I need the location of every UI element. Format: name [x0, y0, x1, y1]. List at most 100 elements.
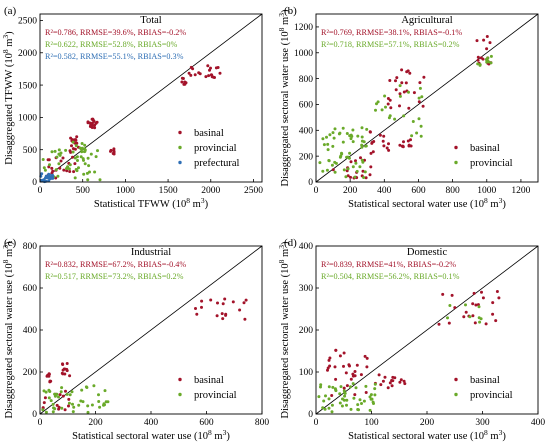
- basinal-point: [398, 380, 402, 384]
- provincial-point: [47, 396, 51, 400]
- provincial-point: [415, 131, 419, 135]
- provincial-point: [342, 168, 346, 172]
- provincial-point: [82, 150, 86, 154]
- basinal-point: [391, 375, 395, 379]
- basinal-point: [67, 404, 70, 408]
- legend-label-prefectural: prefectural: [194, 158, 240, 169]
- basinal-point: [370, 141, 374, 145]
- basinal-point: [187, 71, 191, 75]
- provincial-point: [103, 403, 106, 407]
- basinal-point: [65, 367, 69, 371]
- provincial-point: [76, 159, 79, 162]
- basinal-point: [407, 143, 411, 147]
- provincial-point: [357, 408, 360, 412]
- provincial-point: [57, 148, 61, 152]
- provincial-point: [348, 151, 352, 155]
- basinal-point: [109, 148, 113, 152]
- basinal-point: [218, 71, 222, 75]
- provincial-point: [351, 382, 355, 386]
- basinal-point: [398, 104, 401, 108]
- provincial-point: [67, 401, 71, 405]
- provincial-point: [338, 155, 342, 159]
- prefectural-point: [40, 172, 44, 176]
- legend-label-basinal: basinal: [470, 375, 500, 386]
- provincial-point: [75, 169, 79, 173]
- legend-marker-provincial: [454, 392, 458, 397]
- provincial-point: [446, 316, 449, 320]
- provincial-point: [70, 390, 74, 394]
- scatter-points: [318, 35, 493, 180]
- basinal-point: [216, 301, 219, 305]
- panel-title: Domestic: [407, 247, 448, 258]
- x-tick-label: 1000: [477, 186, 496, 196]
- provincial-point: [338, 401, 342, 405]
- one-to-one-line: [315, 13, 539, 183]
- stats-annotation-provincial: R²=0.504, RRMSE=56.2%, RBIAS=0.1%: [321, 272, 460, 281]
- legend-marker-basinal: [178, 130, 182, 135]
- basinal-point: [326, 368, 329, 372]
- x-axis-label: Statistical sectoral water use (108 m3): [348, 196, 506, 210]
- provincial-point: [324, 394, 327, 398]
- provincial-point: [398, 84, 402, 88]
- stats-annotation-basinal: R²=0.839, RRMSE=41%, RBIAS=-0.2%: [321, 260, 456, 269]
- x-tick-label: 400: [144, 418, 159, 428]
- panel-label: (a): [4, 5, 17, 17]
- x-tick-label: 0: [38, 418, 43, 428]
- basinal-point: [334, 377, 338, 381]
- provincial-point: [55, 155, 59, 159]
- basinal-point: [43, 396, 47, 400]
- provincial-point: [334, 389, 338, 393]
- provincial-point: [77, 403, 81, 407]
- provincial-point: [489, 61, 493, 65]
- provincial-point: [368, 395, 372, 399]
- basinal-point: [67, 397, 71, 401]
- basinal-point: [189, 73, 193, 77]
- legend-label-basinal: basinal: [194, 128, 224, 139]
- basinal-point: [359, 156, 362, 160]
- basinal-point: [395, 76, 399, 80]
- scatter-points: [41, 297, 248, 414]
- provincial-point: [53, 149, 57, 153]
- basinal-point: [408, 71, 412, 75]
- provincial-point: [410, 134, 414, 138]
- provincial-point: [86, 404, 90, 408]
- legend-label-basinal: basinal: [470, 143, 500, 154]
- basinal-point: [484, 322, 488, 326]
- basinal-point: [368, 173, 372, 177]
- x-tick-label: 800: [445, 186, 460, 196]
- panel-4: (d) Domestic 0 100 200 300 400 0 100 200 300 400 Sta…: [277, 237, 545, 442]
- x-tick-label: 0: [314, 186, 319, 196]
- basinal-point: [194, 307, 197, 310]
- basinal-point: [200, 299, 204, 303]
- basinal-point: [422, 75, 426, 79]
- basinal-point: [215, 314, 219, 318]
- provincial-point: [358, 398, 362, 402]
- basinal-point: [68, 374, 72, 378]
- provincial-point: [478, 320, 482, 324]
- basinal-point: [388, 98, 392, 102]
- basinal-point: [70, 144, 73, 148]
- basinal-point: [377, 373, 381, 377]
- basinal-point: [353, 370, 357, 373]
- provincial-point: [351, 140, 355, 144]
- basinal-point: [365, 356, 369, 360]
- stats-annotation-basinal: R²=0.769, RRMSE=38.1%, RBIAS=-0.1%: [321, 28, 462, 37]
- provincial-point: [360, 145, 364, 149]
- y-tick-label: 0: [32, 410, 37, 420]
- provincial-point: [106, 400, 110, 404]
- basinal-point: [494, 319, 498, 323]
- provincial-point: [343, 391, 347, 395]
- provincial-point: [402, 114, 406, 118]
- basinal-point: [441, 292, 445, 296]
- y-tick-label: 0: [308, 178, 313, 188]
- legend-label-provincial: provincial: [470, 390, 513, 401]
- provincial-point: [411, 120, 415, 123]
- x-tick-label: 200: [88, 418, 103, 428]
- provincial-point: [321, 137, 325, 141]
- provincial-point: [368, 408, 372, 412]
- x-tick-label: 2500: [244, 186, 263, 196]
- basinal-point: [364, 391, 368, 394]
- plot-frame: [39, 13, 263, 183]
- panel-3: (c) Industrial 0 200 400 600 800 0 200 400 600 800 S…: [1, 237, 269, 442]
- basinal-point: [409, 138, 412, 142]
